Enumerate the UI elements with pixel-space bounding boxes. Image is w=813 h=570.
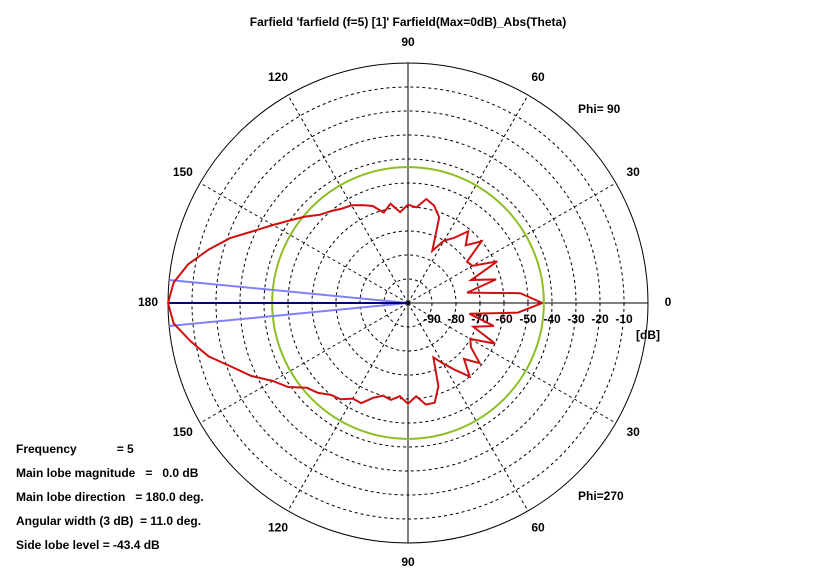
- angle-tick-label: 90: [401, 35, 415, 49]
- radial-tick-label: -80: [447, 312, 465, 326]
- angle-tick-label: 60: [531, 70, 545, 84]
- chart-title: Farfield 'farfield (f=5) [1]' Farfield(M…: [250, 15, 566, 29]
- radial-tick-label: -50: [519, 312, 537, 326]
- angle-tick-label: 60: [531, 520, 545, 534]
- phi-label: Phi=270: [578, 489, 624, 503]
- angle-grid-line: [287, 302, 409, 512]
- radial-tick-label: -20: [591, 312, 609, 326]
- angle-tick-label: 90: [401, 555, 415, 569]
- info-line: Angular width (3 dB) = 11.0 deg.: [16, 514, 201, 528]
- angle-grid-line: [407, 182, 617, 304]
- phi-label: Phi= 90: [578, 102, 621, 116]
- angle-tick-label: 180: [138, 295, 158, 309]
- angle-tick-label: 30: [626, 165, 640, 179]
- angle-tick-label: 150: [173, 425, 193, 439]
- info-line: Frequency = 5: [16, 442, 134, 456]
- angle-tick-label: 0: [665, 295, 672, 309]
- radial-tick-label: -90: [423, 312, 441, 326]
- angular-width-line: [169, 302, 409, 327]
- angle-grid-line: [407, 302, 529, 512]
- y-axis-label: [dB]: [636, 328, 660, 342]
- angle-tick-label: 150: [173, 165, 193, 179]
- angle-tick-label: 30: [626, 425, 640, 439]
- angle-grid-line: [407, 302, 617, 424]
- angle-grid-line: [407, 94, 529, 304]
- angular-width-line: [169, 279, 409, 304]
- angle-tick-label: 120: [268, 70, 288, 84]
- pattern-line: [167, 302, 543, 406]
- angle-grid-line: [199, 302, 409, 424]
- angle-grid-line: [199, 182, 409, 304]
- radial-tick-label: -10: [615, 312, 633, 326]
- pattern-line: [167, 197, 543, 304]
- radial-tick-label: -30: [567, 312, 585, 326]
- info-line: Side lobe level = -43.4 dB: [16, 538, 160, 552]
- radial-tick-label: -60: [495, 312, 513, 326]
- radial-tick-label: -40: [543, 312, 561, 326]
- angle-tick-label: 120: [268, 520, 288, 534]
- info-line: Main lobe magnitude = 0.0 dB: [16, 466, 199, 480]
- angle-grid-line: [287, 94, 409, 304]
- info-line: Main lobe direction = 180.0 deg.: [16, 490, 204, 504]
